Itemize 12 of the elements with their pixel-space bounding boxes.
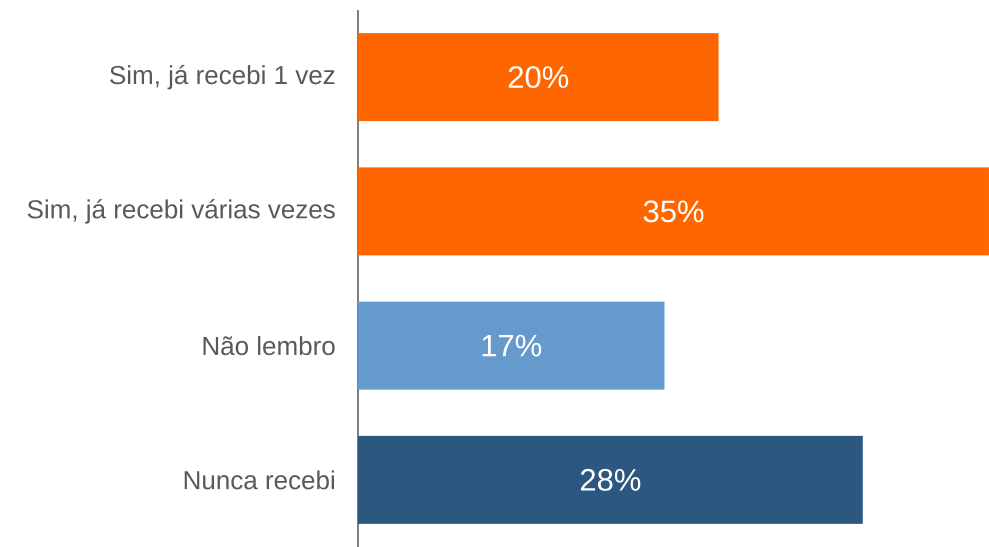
bar (358, 302, 664, 390)
data-label: 28% (580, 468, 640, 491)
y-tick-label: Não lembro (204, 336, 335, 356)
data-label: 17% (482, 334, 542, 356)
y-tick-label: Sim, já recebi várias vezes (28, 199, 335, 224)
data-label: 20% (508, 66, 568, 88)
bar (358, 167, 989, 256)
y-tick-label: Nunca recebi (184, 470, 334, 490)
data-label: 35% (644, 200, 704, 222)
y-tick-label: Sim, já recebi 1 vez (110, 64, 334, 90)
bar (358, 436, 863, 524)
bar (358, 33, 719, 122)
